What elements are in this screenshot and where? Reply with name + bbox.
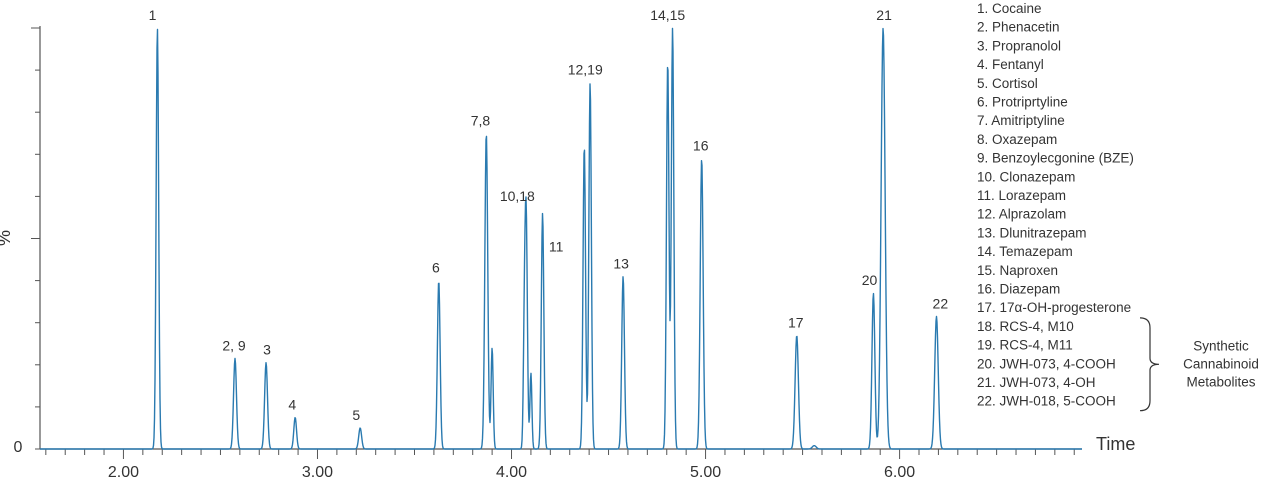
peak-label: 10,18	[500, 188, 535, 204]
peak-label: 12,19	[568, 62, 603, 78]
bracket-label-line: Cannabinoid	[1183, 356, 1259, 371]
peak-label: 7,8	[471, 112, 491, 128]
peak-label: 17	[788, 314, 804, 330]
legend-item: 10. Clonazepam	[977, 169, 1075, 184]
legend-item: 12. Alprazolam	[977, 207, 1066, 222]
peak-label: 20	[862, 272, 878, 288]
x-tick-label: 6.00	[884, 464, 915, 481]
legend-item: 11. Lorazepam	[977, 188, 1066, 203]
chromatogram-trace	[39, 27, 1083, 450]
legend-item: 7. Amitriptyline	[977, 113, 1065, 128]
legend-item: 8. Oxazepam	[977, 132, 1057, 147]
trace-layer	[39, 27, 1083, 450]
y-tick-label: 0	[14, 439, 23, 456]
x-tick-label: 3.00	[302, 464, 333, 481]
legend-item: 19. RCS-4, M11	[977, 338, 1073, 353]
legend-item: 15. Naproxen	[977, 263, 1058, 278]
legend-item: 21. JWH-073, 4-OH	[977, 375, 1096, 390]
legend-item: 6. Protriprtyline	[977, 95, 1068, 110]
peak-labels: 1 2, 9 3 4 5 6 7,8 10,18 11 12,19 13 14,15 16 17 20 21 2…	[149, 7, 949, 423]
axes: 2.00 3.00 4.00 5.00 6.00 0	[14, 26, 1082, 481]
legend-item: 3. Propranolol	[977, 38, 1061, 53]
peak-label: 1	[149, 7, 157, 23]
x-tick-label: 2.00	[108, 464, 139, 481]
bracket-label-line: Synthetic	[1193, 338, 1249, 353]
legend-item: 1. Cocaine	[977, 1, 1042, 16]
y-axis-title: %	[0, 230, 14, 246]
legend-item: 2. Phenacetin	[977, 20, 1060, 35]
peak-label: 4	[288, 396, 296, 412]
peak-label: 14,15	[650, 7, 685, 23]
legend-item: 20. JWH-073, 4-COOH	[977, 356, 1116, 371]
legend: 1. Cocaine 2. Phenacetin 3. Propranolol 4. …	[977, 1, 1259, 412]
legend-item: 18. RCS-4, M10	[977, 319, 1074, 334]
legend-item: 17. 17α-OH-progesterone	[977, 300, 1131, 315]
x-tick-label: 5.00	[690, 464, 721, 481]
legend-item: 16. Diazepam	[977, 282, 1060, 297]
legend-item: 5. Cortisol	[977, 76, 1038, 91]
bracket-label-line: Metabolites	[1186, 374, 1255, 389]
legend-bracket	[1139, 317, 1160, 412]
peak-label: 3	[263, 342, 271, 358]
legend-item: 4. Fentanyl	[977, 57, 1044, 72]
legend-item: 9. Benzoylecgonine (BZE)	[977, 151, 1134, 166]
peak-label: 5	[352, 407, 360, 423]
peak-label: 11	[549, 239, 564, 255]
peak-label: 16	[693, 138, 709, 154]
peak-label: 13	[613, 255, 629, 271]
peak-label: 6	[432, 260, 440, 276]
peak-label: 21	[876, 7, 892, 23]
peak-label: 2, 9	[222, 337, 246, 353]
x-tick-label: 4.00	[496, 464, 527, 481]
legend-item: 22. JWH-018, 5-COOH	[977, 394, 1116, 409]
peak-label: 22	[933, 295, 949, 311]
x-axis-title: Time	[1096, 434, 1135, 454]
legend-item: 13. Dlunitrazepam	[977, 225, 1087, 240]
legend-item: 14. Temazepam	[977, 244, 1073, 259]
